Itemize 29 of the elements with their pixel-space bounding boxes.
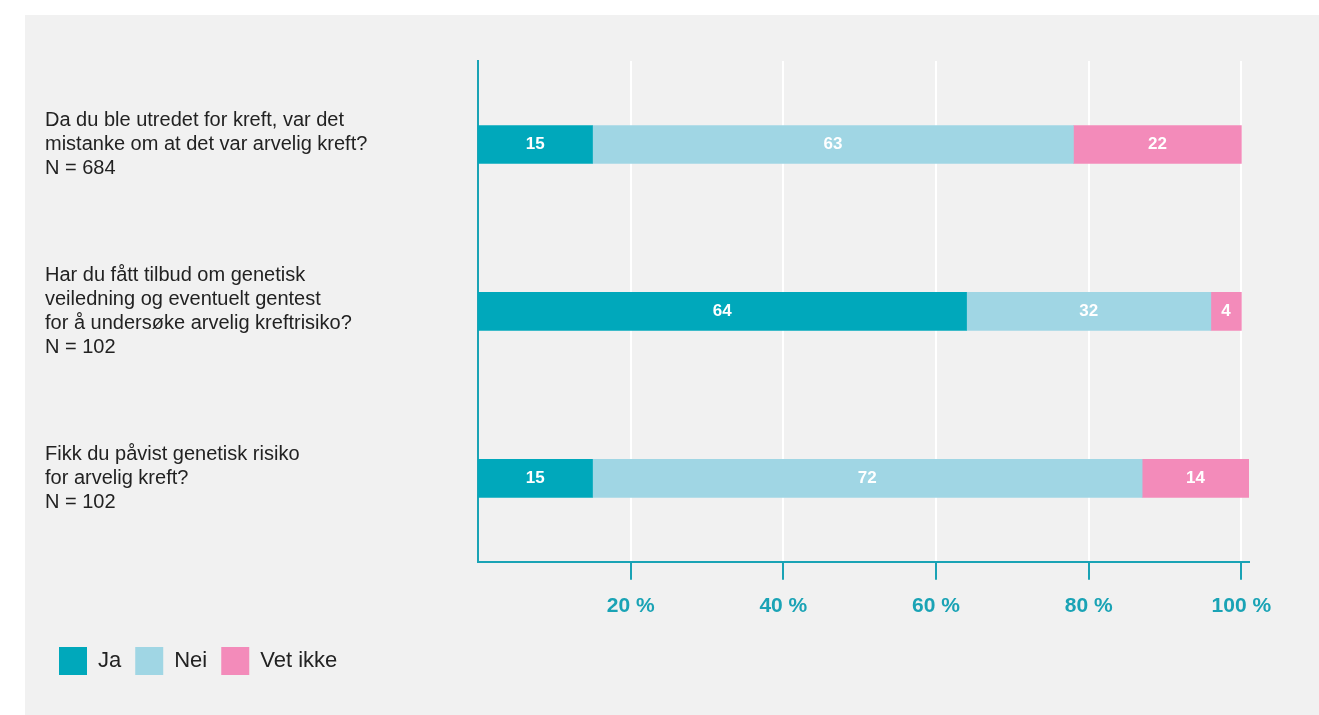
data-label: 14: [1186, 468, 1206, 488]
x-tick-label: 40 %: [759, 593, 808, 617]
bar: [966, 292, 1212, 331]
bar: [478, 459, 593, 498]
bar: [478, 125, 593, 164]
y-tick-label: Fikk du påvist genetisk risiko for arvelig kreft? N = 102: [45, 441, 300, 512]
legend-label: Ja: [98, 647, 122, 673]
bar: [478, 292, 967, 331]
y-tick-label: Har du fått tilbud om genetisk veiledning og eventuelt gentest for å undersøke arvelig kreftrisiko? N = 102: [45, 262, 352, 357]
x-tick-label: 80 %: [1064, 593, 1113, 617]
bar: [1210, 292, 1242, 331]
data-label: 63: [823, 134, 843, 154]
data-label: 64: [712, 301, 733, 321]
data-label: 72: [857, 468, 877, 488]
data-label: 15: [525, 134, 545, 154]
legend-label: Vet ikke: [260, 647, 338, 673]
data-label: 15: [525, 468, 545, 488]
bar: [1073, 125, 1242, 164]
data-label: 22: [1147, 134, 1167, 154]
x-tick-label: 20 %: [606, 593, 655, 617]
x-tick-label: 100 %: [1211, 593, 1272, 617]
data-label: 4: [1221, 301, 1232, 321]
legend-label: Nei: [174, 647, 208, 673]
data-label: 32: [1079, 301, 1099, 321]
bar: [592, 459, 1143, 498]
bar: [1141, 459, 1249, 498]
bar: [592, 125, 1074, 164]
y-tick-label: Da du ble utredet for kreft, var det mistanke om at det var arvelig kreft? N = 684: [45, 107, 368, 178]
x-tick-label: 60 %: [912, 593, 961, 617]
